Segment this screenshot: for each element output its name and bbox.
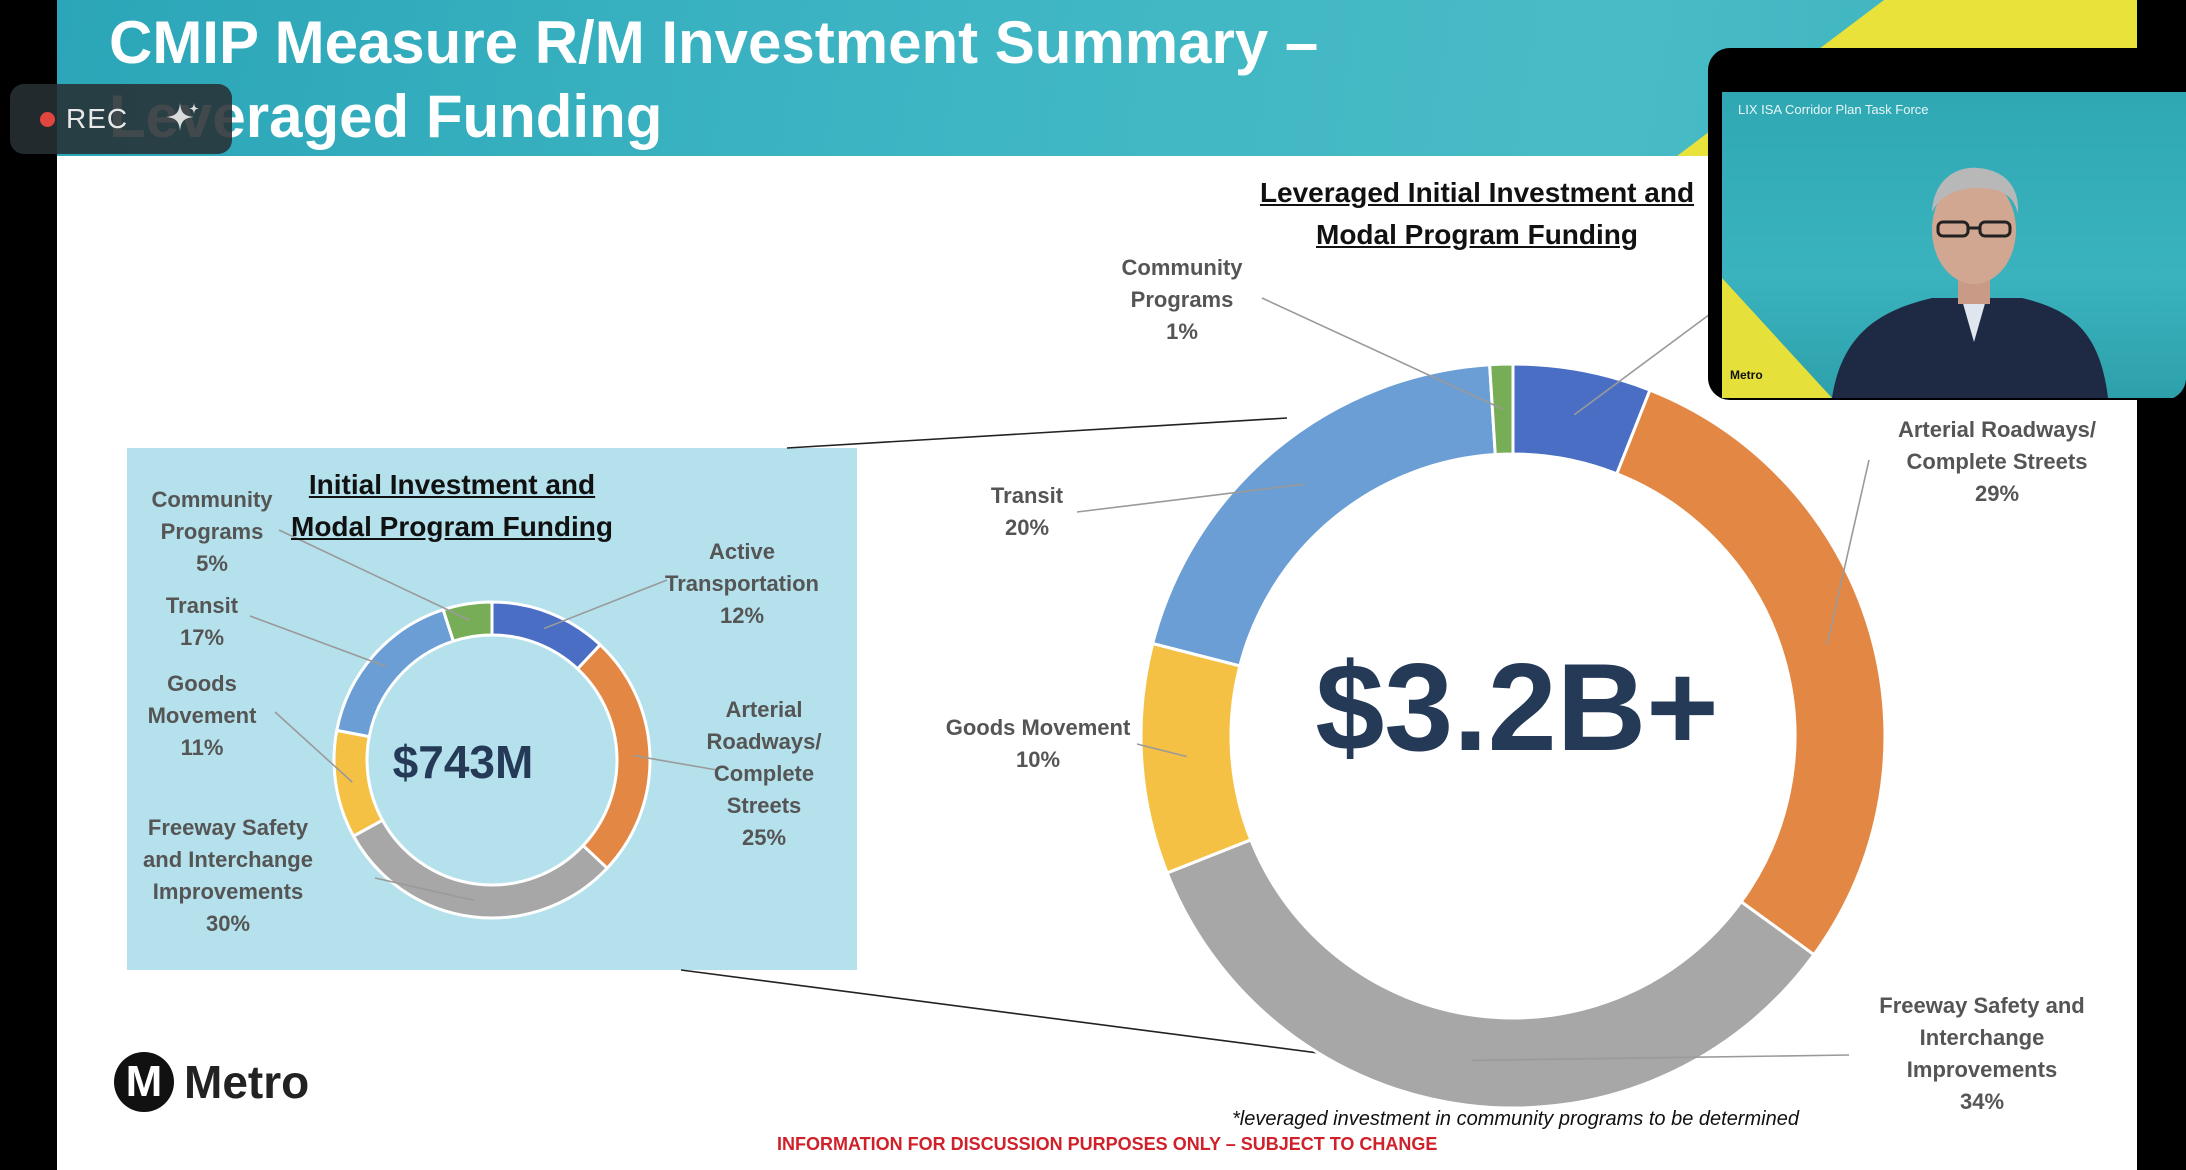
participant-video-feed: LIX ISA Corridor Plan Task Force Metro bbox=[1722, 92, 2186, 398]
leader-small-arterial bbox=[633, 754, 718, 771]
leader-small-transit bbox=[249, 615, 387, 668]
leader-large-transit bbox=[1076, 483, 1305, 513]
slice-freeway-safety-and-interchange-improvements bbox=[1165, 837, 1817, 1110]
leader-small-freeway bbox=[374, 877, 475, 902]
small-label-arterial-roadways: Arterial Roadways/ Complete Streets 25% bbox=[706, 697, 822, 850]
small-label-freeway-safety: Freeway Safety and Interchange Improveme… bbox=[143, 815, 313, 936]
leader-small-community bbox=[278, 529, 471, 621]
participant-video-tile[interactable]: LIX ISA Corridor Plan Task Force Metro bbox=[1708, 48, 2186, 400]
zoom-connector-lines bbox=[680, 417, 1373, 1061]
small-chart-center-value: $743M bbox=[392, 736, 534, 788]
charts-canvas bbox=[249, 297, 1887, 1110]
small-label-transit: Transit 17% bbox=[165, 593, 239, 650]
large-chart-title: Leveraged Initial Investment and Modal P… bbox=[1259, 177, 1695, 250]
slide-title: CMIP Measure R/M Investment Summary – Le… bbox=[109, 9, 1319, 150]
leader-small-active bbox=[543, 579, 668, 630]
slice-transit bbox=[335, 607, 456, 739]
small-donut-chart bbox=[332, 600, 652, 920]
slice-arterial-roadways-complete-streets bbox=[1614, 388, 1887, 957]
metro-logo: M Metro bbox=[114, 1052, 334, 1116]
metro-logo-text: Metro bbox=[184, 1056, 310, 1108]
large-label-community-programs: Community Programs 1% bbox=[1121, 255, 1243, 344]
metro-logo-mark: M bbox=[114, 1052, 174, 1112]
slice-freeway-safety-and-interchange-improvements bbox=[351, 818, 610, 920]
video-metro-logo: Metro bbox=[1730, 368, 1763, 382]
leader-small-goods bbox=[274, 711, 353, 783]
slice-goods-movement bbox=[1139, 641, 1253, 875]
large-donut-chart bbox=[1139, 362, 1887, 1110]
small-label-community-programs: Community Programs 5% bbox=[151, 487, 273, 576]
inset-panel bbox=[127, 448, 857, 970]
large-label-transit: Transit 20% bbox=[990, 483, 1064, 540]
leader-large-arterial bbox=[1826, 459, 1870, 645]
slice-transit bbox=[1150, 363, 1497, 668]
small-label-active-transportation: Active Transportation 12% bbox=[664, 539, 819, 628]
disclaimer: INFORMATION FOR DISCUSSION PURPOSES ONLY… bbox=[777, 1134, 1438, 1154]
participant-silhouette bbox=[1832, 167, 2108, 398]
small-chart-title: Initial Investment and Modal Program Fun… bbox=[291, 469, 613, 542]
leader-large-goods bbox=[1136, 743, 1187, 758]
slice-goods-movement bbox=[332, 728, 385, 839]
leader-large-community bbox=[1261, 297, 1504, 410]
large-label-arterial-roadways: Arterial Roadways/ Complete Streets 29% bbox=[1897, 417, 2097, 506]
connector-bottom bbox=[680, 969, 1373, 1061]
video-caption: LIX ISA Corridor Plan Task Force bbox=[1738, 102, 1929, 117]
recording-dot-icon bbox=[40, 112, 55, 127]
small-label-goods-movement: Goods Movement 11% bbox=[147, 671, 257, 760]
leader-large-active bbox=[1573, 299, 1730, 416]
leader-large-freeway bbox=[1472, 1054, 1850, 1062]
slice-community-programs bbox=[441, 600, 494, 644]
leader-lines bbox=[249, 297, 1870, 1062]
large-label-freeway-safety: Freeway Safety and Interchange Improveme… bbox=[1879, 993, 2085, 1114]
large-label-goods-movement: Goods Movement 10% bbox=[945, 715, 1131, 772]
large-chart-center-value: $3.2B+ bbox=[1315, 639, 1719, 777]
recording-label: REC bbox=[66, 103, 129, 134]
sparkle-icon[interactable] bbox=[162, 99, 202, 139]
footnote: *leveraged investment in community progr… bbox=[1232, 1108, 1799, 1130]
recording-indicator[interactable]: REC bbox=[10, 84, 232, 154]
connector-top bbox=[786, 417, 1288, 449]
